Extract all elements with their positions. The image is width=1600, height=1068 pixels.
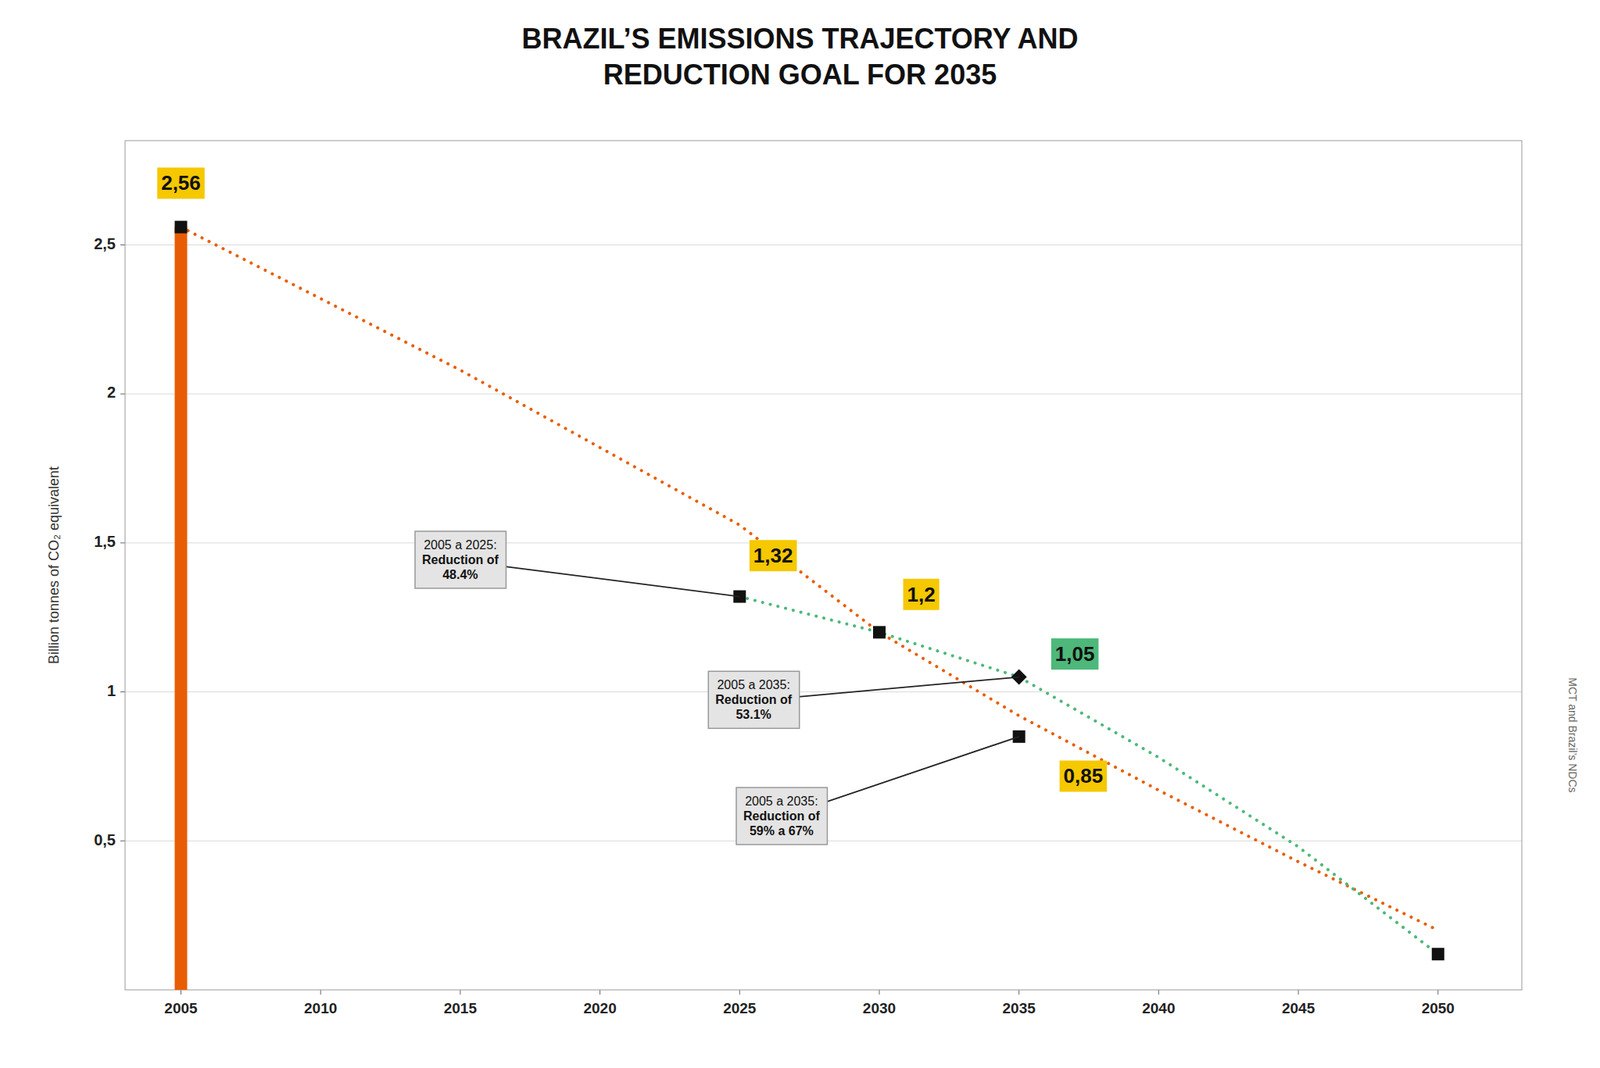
value-label: 0,85 (1059, 760, 1108, 792)
value-label-text: 1,2 (907, 583, 936, 607)
value-label-box (749, 540, 798, 572)
annotation-box (736, 787, 827, 845)
x-tick (1158, 990, 1160, 996)
x-tick-label: 2040 (1141, 1000, 1175, 1017)
value-label: 1,05 (1051, 638, 1099, 670)
x-tick (180, 990, 182, 996)
x-tick (599, 990, 601, 996)
x-tick (459, 990, 461, 996)
annotation-line: 48.4% (442, 568, 478, 582)
annotation-line: 2005 a 2025: (423, 538, 497, 552)
annotation-line: 2005 a 2035: (716, 678, 790, 692)
bar (174, 227, 187, 991)
y-tick-label: 0,5 (93, 831, 116, 849)
square-marker (1431, 948, 1445, 961)
x-tick-label: 2010 (304, 1000, 337, 1017)
value-label-box (157, 167, 205, 199)
x-tick-label: 2045 (1281, 1000, 1316, 1017)
grid-line (125, 542, 1522, 544)
annotation-line: Reduction of (422, 553, 499, 567)
x-tick-label: 2035 (1002, 1000, 1037, 1017)
title: BRAZIL’S EMISSIONS TRAJECTORY ANDREDUCTI… (521, 22, 1078, 91)
x-tick (1298, 990, 1300, 996)
y-tick (120, 244, 126, 246)
value-label-box (903, 579, 940, 611)
value-label: 1,2 (903, 579, 940, 611)
x-tick-label: 2005 (164, 1000, 198, 1017)
x-tick-label: 2020 (583, 1000, 616, 1017)
y-tick (120, 841, 126, 842)
annotation-box (415, 531, 506, 589)
annotation-text: 2005 a 2025:Reduction of48.4% (422, 538, 499, 582)
annotation-text: 2005 a 2035:Reduction of53.1% (715, 678, 792, 722)
x-tick (878, 990, 880, 996)
annotation-line: 2005 a 2035: (744, 794, 818, 809)
y-tick-label: 2 (107, 383, 116, 401)
annotation-line: Reduction of (743, 809, 820, 824)
annotation-line: 53.1% (735, 708, 771, 722)
annotation: 2005 a 2035:Reduction of59% a 67% (736, 737, 1020, 845)
title-line: REDUCTION GOAL FOR 2035 (603, 58, 997, 91)
x-tick-label: 2015 (443, 1000, 478, 1017)
plot-frame (125, 140, 1522, 991)
x-axis: 2005 2010 2015 2020 2025 2030 2035 2040 2045 2050 (164, 990, 1455, 1017)
grid-line (125, 244, 1522, 246)
value-label-box (1059, 760, 1108, 792)
value-label-text: 1,32 (753, 544, 794, 568)
line (739, 597, 1439, 956)
grid-line (125, 393, 1522, 395)
source: MCT and Brazil’s NDCs (1566, 677, 1579, 793)
y-tick-label: 1 (107, 682, 116, 700)
value-label-text: 1,05 (1055, 642, 1096, 666)
annotation: 2005 a 2035:Reduction of53.1% (708, 671, 1019, 729)
y-tick-label: 2,5 (93, 235, 116, 253)
x-tick-label: 2050 (1421, 1000, 1455, 1017)
title-line: BRAZIL’S EMISSIONS TRAJECTORY AND (521, 22, 1078, 55)
square-marker (174, 221, 187, 234)
value-label-text: 0,85 (1063, 764, 1104, 788)
value-label: 2,56 (157, 167, 205, 199)
value-label: 1,32 (749, 540, 798, 572)
data-marks (174, 221, 1444, 991)
annotation-box (708, 671, 799, 729)
annotation-line: Reduction of (715, 693, 792, 707)
value-labels: 2,56 1,32 1,2 0,85 1,05 (157, 167, 1107, 792)
y-tick (120, 691, 126, 693)
y-tick (120, 542, 126, 544)
x-tick (1437, 990, 1439, 996)
x-tick (320, 990, 322, 996)
y-axis-label: Billion tonnes of CO₂ equivalent (46, 466, 62, 665)
chart: 0,511,522,520052010201520202025203020352… (0, 0, 1600, 1068)
annotation: 2005 a 2025:Reduction of48.4% (415, 531, 740, 598)
x-tick (1018, 990, 1020, 996)
y-tick-label: 1,5 (93, 533, 116, 551)
x-tick (739, 990, 741, 996)
y-axis: 0,5 1 1,5 2 2,5 (93, 235, 1522, 849)
annotations: 2005 a 2025:Reduction of48.4%2005 a 2035… (415, 531, 1020, 845)
grid-line (125, 691, 1522, 693)
annotation-line: 59% a 67% (749, 824, 814, 838)
annotation-text: 2005 a 2035:Reduction of59% a 67% (743, 794, 820, 838)
x-tick-label: 2025 (723, 1000, 757, 1017)
square-marker (873, 626, 886, 639)
value-label-text: 2,56 (161, 171, 201, 195)
line (180, 227, 1438, 931)
value-label-box (1051, 638, 1099, 670)
y-tick (120, 393, 126, 395)
x-tick-label: 2030 (862, 1000, 896, 1017)
